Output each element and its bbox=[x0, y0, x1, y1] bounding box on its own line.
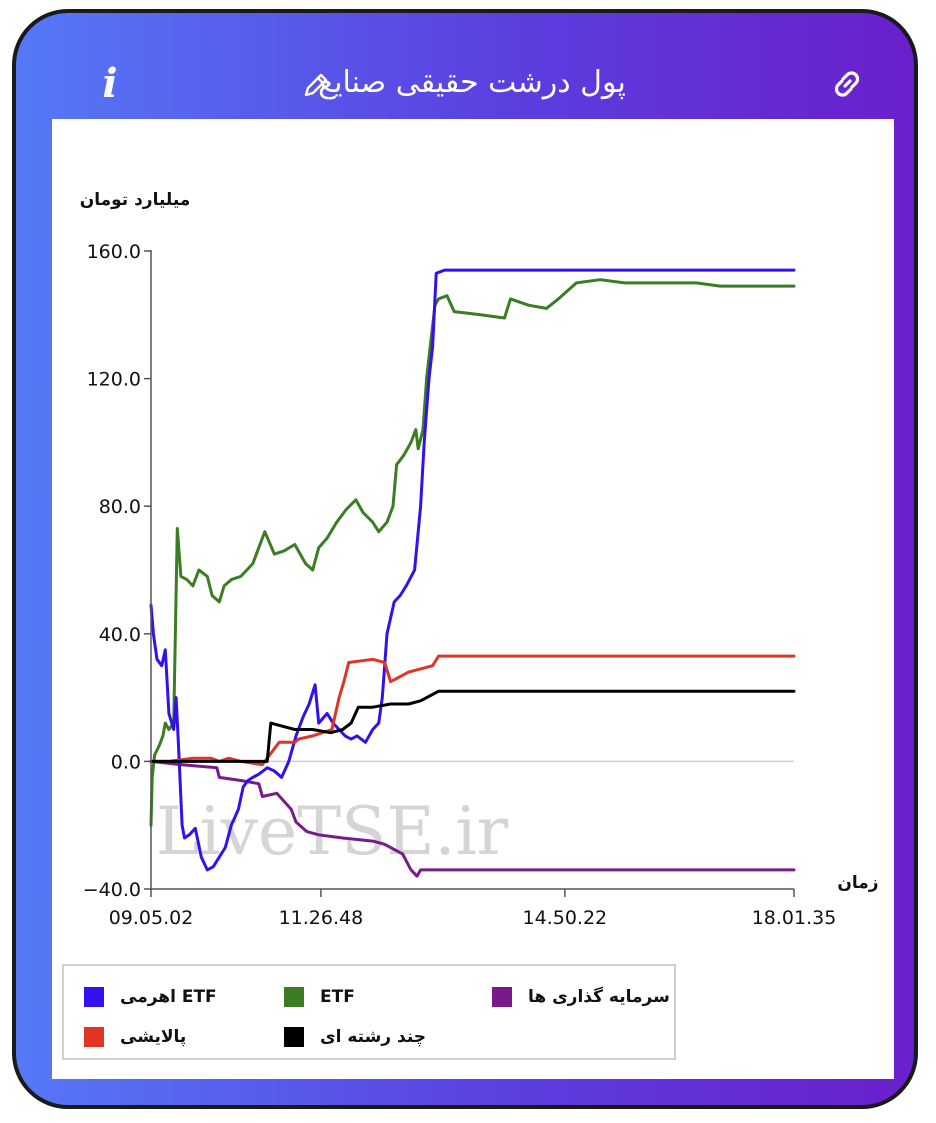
watermark-text: LiveTSE.ir bbox=[156, 793, 509, 870]
legend-label: چند رشته ای bbox=[320, 1027, 427, 1047]
legend-label: ETF bbox=[320, 987, 355, 1007]
x-tick-label: 14.50.22 bbox=[523, 907, 608, 929]
x-tick-label: 11.26.48 bbox=[279, 907, 364, 929]
pencil-icon[interactable] bbox=[302, 71, 330, 99]
x-tick-label: 09.05.02 bbox=[109, 907, 194, 929]
chart-legend: ETF اهرمی ETF سرمایه گذاری ها پالایشی چند رش… bbox=[62, 964, 676, 1060]
legend-label: ETF اهرمی bbox=[120, 987, 217, 1007]
series-line-3 bbox=[149, 654, 796, 767]
series-line-4 bbox=[149, 689, 796, 763]
chart-canvas: LiveTSE.ir −40.0 0.0 40.0 80.0 120.0 160.0 09.… bbox=[80, 190, 879, 929]
x-tick-label: 18.01.35 bbox=[752, 907, 837, 929]
widget-frame: i پول درشت حقیقی صنایع LiveTSE.ir −40.0 0… bbox=[12, 9, 918, 1109]
info-icon[interactable]: i bbox=[102, 60, 118, 107]
series-line-2 bbox=[149, 268, 796, 872]
series-line-0 bbox=[149, 759, 796, 878]
y-tick-label: 0.0 bbox=[111, 751, 141, 773]
series-line-1 bbox=[149, 278, 796, 827]
y-tick-label: 80.0 bbox=[99, 496, 141, 518]
header-bar: i پول درشت حقیقی صنایع bbox=[52, 49, 892, 119]
legend-swatch bbox=[492, 987, 512, 1007]
legend-swatch bbox=[284, 1027, 304, 1047]
legend-label: پالایشی bbox=[120, 1027, 187, 1047]
legend-swatch bbox=[84, 987, 104, 1007]
y-tick-label: 160.0 bbox=[87, 241, 141, 263]
legend-label: سرمایه گذاری ها bbox=[528, 987, 670, 1007]
y-axis-title: میلیارد تومان bbox=[80, 190, 191, 210]
x-axis-title: زمان bbox=[837, 873, 878, 893]
page-title: پول درشت حقیقی صنایع bbox=[318, 65, 626, 100]
y-tick-label: 120.0 bbox=[87, 369, 141, 391]
y-tick-label: 40.0 bbox=[99, 624, 141, 646]
chart-panel: LiveTSE.ir −40.0 0.0 40.0 80.0 120.0 160.0 09.… bbox=[52, 119, 894, 1079]
link-icon[interactable] bbox=[830, 67, 864, 101]
y-tick-label: −40.0 bbox=[83, 879, 141, 901]
legend-swatch bbox=[284, 987, 304, 1007]
legend-swatch bbox=[84, 1027, 104, 1047]
